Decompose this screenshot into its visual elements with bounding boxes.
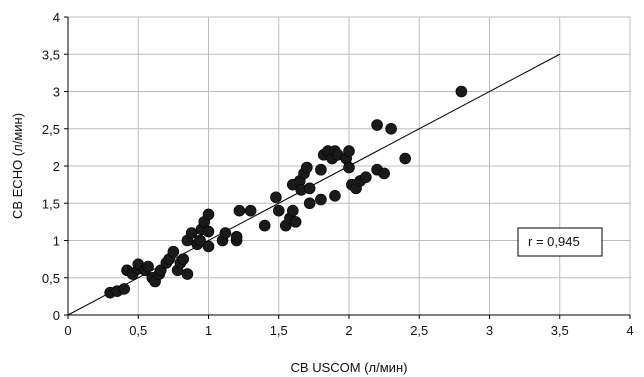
x-tick-label: 2,5 — [410, 323, 428, 338]
data-point — [233, 204, 246, 217]
y-tick-label: 3 — [53, 85, 60, 100]
data-point — [177, 253, 190, 265]
x-tick-label: 1 — [205, 323, 212, 338]
y-tick-label: 2 — [53, 159, 60, 174]
data-point — [315, 163, 327, 176]
x-tick-label: 3,5 — [551, 323, 569, 338]
y-tick-label: 2,5 — [42, 122, 60, 137]
data-point — [185, 227, 198, 239]
data-point — [142, 260, 154, 273]
x-tick-label: 4 — [626, 323, 633, 338]
data-point — [378, 167, 390, 180]
data-point — [244, 204, 257, 217]
data-point — [194, 234, 206, 247]
data-point — [270, 191, 282, 204]
x-tick-label: 3 — [486, 323, 493, 338]
data-point — [167, 245, 180, 258]
data-point — [289, 216, 302, 228]
data-point — [455, 85, 468, 98]
data-point — [202, 208, 215, 221]
data-point — [399, 152, 412, 165]
y-tick-label: 4 — [53, 10, 60, 25]
y-tick-label: 0 — [53, 308, 60, 323]
axes — [64, 16, 631, 319]
annotation-box — [517, 227, 603, 257]
x-tick-label: 1,5 — [270, 323, 288, 338]
x-tick-label: 0 — [64, 323, 71, 338]
data-point — [181, 268, 194, 280]
y-axis-title: CB ECHO (л/мин) — [10, 113, 25, 219]
data-point — [230, 230, 243, 243]
tick-labels: 0 0,5 1 1,5 2 2,5 3 3,5 4 0 0,5 1 1,5 2 2,5 3 3,5 4 — [42, 10, 634, 338]
data-point — [202, 240, 215, 253]
data-point — [360, 171, 372, 183]
data-points — [104, 85, 468, 299]
data-point — [303, 182, 316, 195]
y-tick-label: 0,5 — [42, 271, 60, 286]
data-point — [371, 119, 383, 131]
x-tick-label: 0,5 — [129, 323, 147, 338]
correlation-annotation: r = 0,945 — [517, 227, 603, 257]
data-point — [219, 227, 232, 239]
y-tick-label: 1,5 — [42, 196, 60, 211]
y-tick-label: 3,5 — [42, 47, 60, 62]
data-point — [385, 122, 397, 135]
data-point — [118, 283, 130, 295]
data-point — [343, 161, 355, 174]
data-point — [343, 145, 355, 157]
data-point — [315, 193, 327, 206]
x-axis-title: CB USCOM (л/мин) — [291, 360, 408, 375]
x-tick-label: 2 — [345, 323, 352, 338]
data-point — [329, 190, 341, 202]
data-point — [303, 197, 316, 210]
data-point — [258, 219, 271, 232]
annotation-label: r = 0,945 — [528, 234, 580, 249]
y-tick-label: 1 — [53, 234, 60, 249]
data-point — [301, 161, 313, 174]
data-point — [286, 204, 299, 217]
data-point — [272, 204, 285, 217]
data-point — [202, 225, 215, 238]
